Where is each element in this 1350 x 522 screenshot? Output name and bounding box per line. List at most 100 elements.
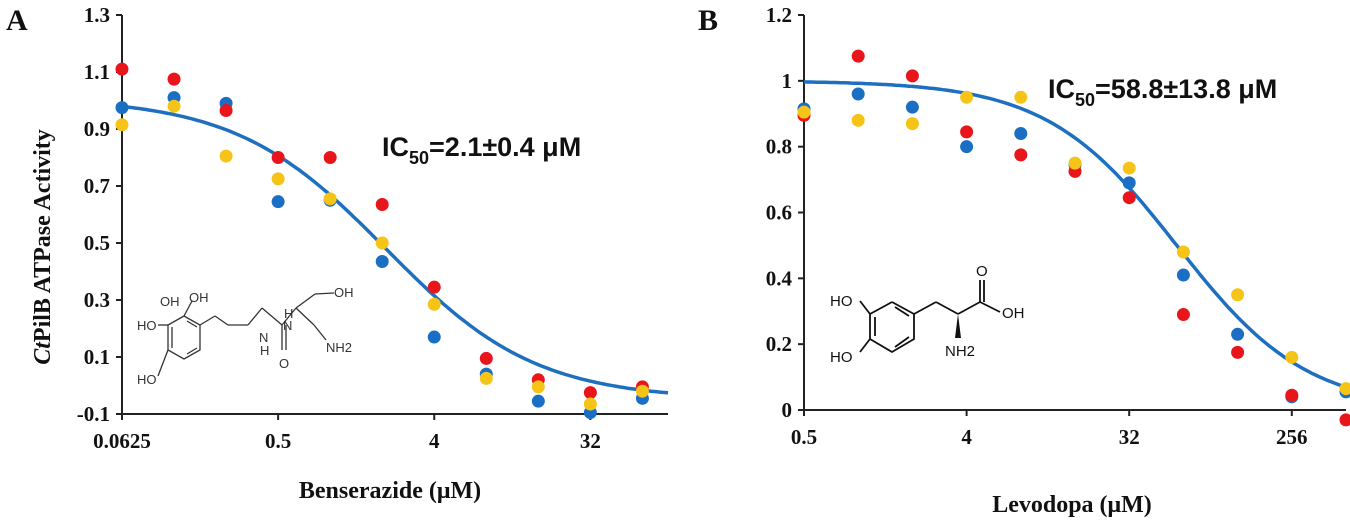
benzene-ring (167, 315, 201, 360)
panel-b-series-2-point (1122, 191, 1136, 205)
panel-b-series-2-point (905, 69, 919, 83)
svg-text:NH2: NH2 (945, 343, 975, 360)
svg-text:O: O (976, 263, 988, 280)
panel-b-series-3-point (1068, 156, 1082, 170)
svg-text:HO: HO (137, 318, 157, 333)
panel-b-x-tick-label: 0.5 (791, 425, 817, 449)
panel-b-fit-curve (803, 80, 1347, 389)
panel-b-series-3-point (1014, 90, 1028, 104)
panel-b-series-3-point (1122, 161, 1136, 175)
svg-text:H: H (284, 306, 293, 321)
benserazide-structure: OH HO OH HO N H N H O NH2 OH (137, 285, 354, 387)
panel-b-y-tick-label: 0 (782, 398, 793, 422)
panel-a-series-3-point (583, 397, 597, 411)
panel-a-series-3-point (219, 149, 233, 163)
panel-b-y-tick-label: 1.2 (766, 3, 792, 27)
panel-a-series-2-point (271, 151, 285, 164)
panel-b-series-1-point (1122, 176, 1136, 190)
panel-a-series-1-point (375, 255, 389, 269)
panel-a-series-3-point (271, 172, 285, 186)
svg-text:HO: HO (137, 372, 157, 387)
panel-b-y-tick-label: 0.6 (766, 201, 792, 225)
panel-b-y-tick-label: 0.4 (766, 266, 793, 290)
panel-a-series-2-point (479, 351, 493, 365)
panel-a-series-2-point (427, 280, 441, 294)
panel-b-series-3-point (905, 117, 919, 131)
panel-a-series-3-point (115, 118, 129, 132)
panel-b-series-2-point (851, 49, 865, 63)
panel-b: B Levodopa (μM) IC50=58.8±13.8 μM HO HO … (698, 3, 1350, 518)
panel-b-series-1-point (1014, 127, 1028, 140)
panel-a-series-2-point (323, 151, 337, 164)
panel-a-series-3-point (531, 380, 545, 394)
panel-a-letter: A (6, 4, 28, 37)
ic50-prefix: IC (1048, 74, 1075, 104)
panel-a-series-3-point (427, 297, 441, 311)
panel-b-series-3-point (1231, 288, 1245, 302)
panel-b-series-3-point (960, 90, 974, 104)
svg-text:NH2: NH2 (326, 340, 352, 355)
panel-b-ic50-annotation: IC50=58.8±13.8 μM (1048, 74, 1277, 110)
panel-b-y-tick-label: 0.2 (766, 332, 792, 356)
panel-a-fit-curve (121, 104, 669, 395)
panel-b-series-3-point (1176, 245, 1190, 259)
catechol-ring (869, 301, 915, 354)
panel-b-x-tick-label: 32 (1119, 425, 1140, 449)
levodopa-structure: HO HO O OH NH2 (830, 263, 1025, 366)
panel-b-series-2-point (960, 125, 974, 139)
panel-a-series-1-point (271, 195, 285, 209)
panel-b-series-3-point (1285, 350, 1299, 364)
panel-b-series-2-point (1339, 413, 1350, 427)
panel-a-series-2-point (375, 198, 389, 212)
panel-a-y-tick-label: 1.3 (84, 3, 110, 27)
panel-a-series-1-point (115, 101, 129, 115)
panel-b-y-tick-label: 1 (782, 69, 793, 93)
panel-a-series-2-point (167, 72, 181, 86)
panel-b-series-1-point (1176, 268, 1190, 282)
svg-text:O: O (279, 356, 289, 371)
svg-text:HO: HO (830, 349, 853, 366)
ic50-subscript: 50 (1075, 90, 1095, 110)
panel-a-y-tick-label: 0.9 (84, 117, 110, 141)
panel-b-series-1-point (851, 87, 865, 101)
panel-a-series-1-point (427, 330, 441, 344)
ic50-value: =58.8±13.8 μM (1095, 74, 1277, 104)
panel-b-x-tick-label: 4 (961, 425, 972, 449)
ic50-subscript: 50 (409, 148, 429, 168)
svg-text:OH: OH (334, 285, 354, 300)
svg-text:N: N (283, 318, 292, 333)
panel-a-series-2-point (115, 62, 129, 76)
panel-a-x-tick-label: 4 (429, 429, 440, 453)
panel-a-y-tick-label: 0.3 (84, 288, 110, 312)
svg-text:OH: OH (1002, 305, 1025, 322)
ic50-prefix: IC (382, 132, 409, 162)
panel-a-series-3-point (323, 192, 337, 206)
panel-a-y-axis-title: CtPilB ATPase Activity (30, 129, 56, 365)
panel-b-letter: B (698, 4, 718, 37)
panel-a-series-3-point (375, 236, 389, 250)
panel-b-series-2-point (1014, 148, 1028, 162)
panel-b-series-2-point (1285, 388, 1299, 402)
ic50-value: =2.1±0.4 μM (429, 132, 581, 162)
panel-a: A CtPilB ATPase Activity Benserazide (μM… (6, 3, 669, 504)
panel-a-y-tick-label: -0.1 (77, 402, 110, 426)
panel-b-series-1-point (1231, 327, 1245, 341)
panel-b-series-1-point (905, 100, 919, 114)
panel-a-y-tick-label: 0.5 (84, 231, 110, 255)
panel-a-y-tick-label: 0.7 (84, 174, 110, 198)
panel-a-x-tick-label: 32 (580, 429, 601, 453)
panel-b-series-3-point (1339, 382, 1350, 396)
panel-a-x-tick-label: 0.0625 (93, 429, 151, 453)
svg-text:H: H (260, 343, 269, 358)
panel-a-y-tick-label: 0.1 (84, 345, 110, 369)
panel-b-series-2-point (1231, 345, 1245, 359)
panel-a-series-3-point (635, 384, 649, 398)
y-axis-title-italic: Ct (30, 341, 56, 365)
panel-b-y-tick-label: 0.8 (766, 135, 792, 159)
panel-a-x-axis-title: Benserazide (μM) (299, 478, 481, 504)
panel-a-series-3-point (167, 99, 181, 113)
svg-text:OH: OH (189, 290, 209, 305)
panel-b-series-3-point (797, 105, 811, 119)
y-axis-title-rest: PilB ATPase Activity (30, 129, 56, 342)
